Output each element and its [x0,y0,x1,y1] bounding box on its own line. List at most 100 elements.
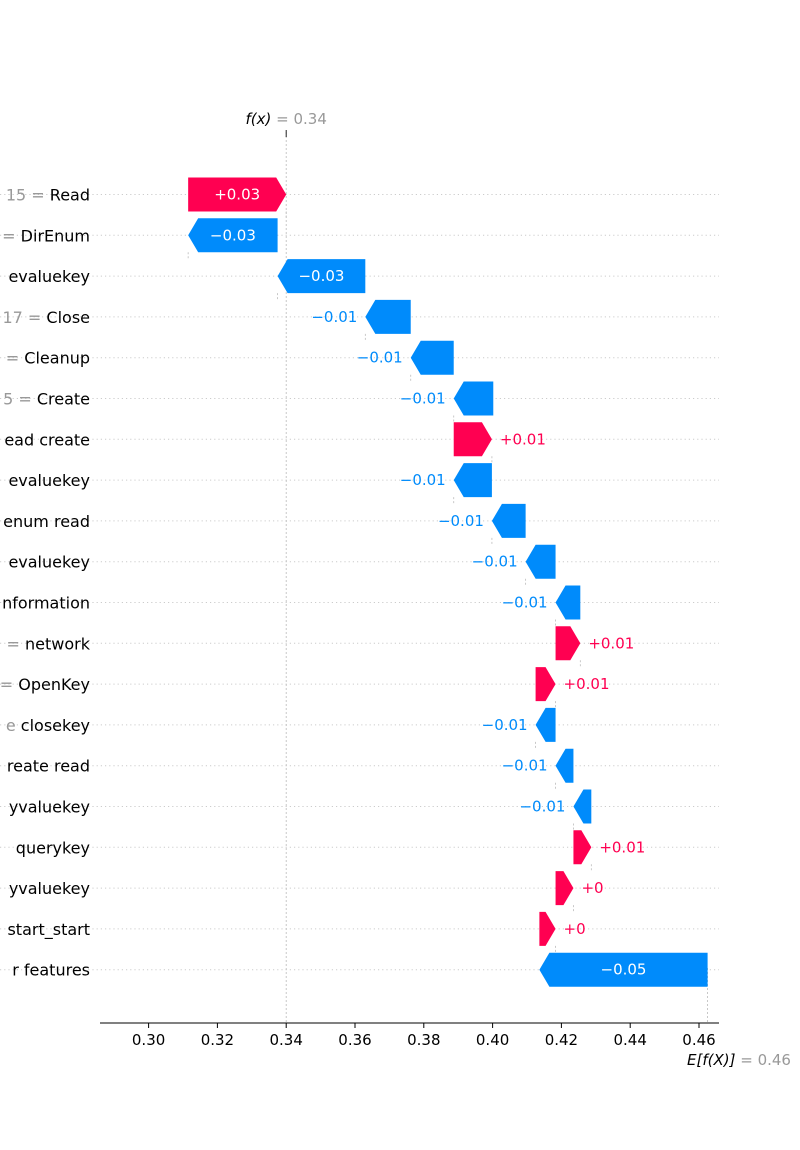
feature-label: reate read [7,757,90,776]
bar-value-label: −0.01 [438,512,484,530]
positive-bar [188,177,287,212]
bar-value-label: −0.01 [519,798,565,816]
negative-bar [573,789,592,824]
feature-name: yvaluekey [9,798,90,817]
feature-label: yvaluekey [9,879,90,898]
feature-value-prefix: 5 = [3,390,32,409]
feature-name: reate read [7,757,90,776]
negative-bar [410,340,454,375]
positive-bar [555,871,574,906]
feature-name: start_start [7,920,90,940]
feature-name: yvaluekey [9,879,90,898]
feature-label: 15 = Read [6,186,90,205]
feature-name: r features [12,961,90,980]
negative-bar [453,381,494,416]
feature-name: Read [50,186,90,205]
feature-name: enum read [3,512,90,531]
bar-value-label: +0 [581,879,603,897]
negative-bar [365,299,411,334]
feature-name: Create [37,390,90,409]
x-tick-label: 0.44 [613,1031,646,1049]
feature-label: 5 = Create [3,390,90,409]
bar-value-label: −0.05 [601,961,647,979]
feature-label: querykey [16,838,90,857]
feature-name: Cleanup [24,349,90,368]
positive-bar [539,911,556,946]
feature-name: querykey [16,838,90,857]
feature-name: nformation [2,594,90,613]
feature-label: nformation [2,594,90,613]
feature-value-prefix: e [6,716,16,735]
feature-value-prefix: = [7,634,20,653]
negative-bar [535,707,556,742]
negative-bar [277,259,366,294]
feature-name: DirEnum [21,226,90,245]
fx-annotation: f(x) = 0.34 [245,110,326,128]
negative-bar [525,544,556,579]
bar-value-label: −0.03 [298,267,344,285]
feature-label: 17 = Close [2,308,90,327]
feature-name: OpenKey [18,675,90,694]
bar-value-label: +0.01 [599,838,645,856]
feature-value-prefix: = [0,675,13,694]
bar-value-label: −0.01 [482,716,528,734]
feature-label: start_start [7,920,90,940]
expected-value: = 0.46 [740,1051,791,1069]
bar-value-label: +0.01 [588,634,634,652]
bar-value-label: +0.01 [500,430,546,448]
negative-bar [188,218,278,253]
fx-symbol: f(x) [245,110,271,128]
feature-value-prefix: 17 = [2,308,41,327]
positive-bar [555,626,581,661]
bar-value-label: −0.01 [400,390,446,408]
x-tick-label: 0.32 [201,1031,234,1049]
expected-symbol: E[f(X)] [687,1051,736,1069]
negative-bar [555,585,581,620]
x-tick-label: 0.36 [338,1031,371,1049]
x-tick-label: 0.34 [269,1031,302,1049]
feature-label: enum read [3,512,90,531]
bar-value-label: +0 [564,920,586,938]
feature-label: r features [12,961,90,980]
feature-label: = DirEnum [2,226,90,245]
bar-value-label: −0.01 [502,757,548,775]
feature-label: ead create [4,430,90,449]
x-tick-label: 0.38 [407,1031,440,1049]
feature-name: evaluekey [8,267,90,286]
x-tick-label: 0.46 [682,1031,715,1049]
feature-value-prefix: = [2,226,15,245]
negative-bar [539,952,708,987]
feature-value-prefix: 15 = [6,186,45,205]
feature-name: closekey [21,716,90,735]
negative-bar [453,463,492,498]
bar-value-label: −0.01 [502,594,548,612]
bar-value-label: −0.01 [311,308,357,326]
negative-bar [491,503,526,538]
fx-value: = 0.34 [276,110,327,128]
feature-label: = network [7,634,91,653]
feature-name: network [25,634,91,653]
bar-value-label: +0.01 [564,675,610,693]
bar-value-label: −0.01 [357,349,403,367]
feature-label: evaluekey [8,553,90,572]
feature-name: Close [46,308,90,327]
positive-bar [573,830,592,865]
bar-value-label: −0.01 [472,553,518,571]
feature-name: evaluekey [8,471,90,490]
feature-label: yvaluekey [9,798,90,817]
feature-label: = Cleanup [6,349,90,368]
bar-value-label: −0.03 [210,226,256,244]
feature-label: evaluekey [8,471,90,490]
x-tick-label: 0.42 [545,1031,578,1049]
feature-name: ead create [4,430,90,449]
bar-value-label: +0.03 [214,186,260,204]
feature-value-prefix: = [6,349,19,368]
feature-label: evaluekey [8,267,90,286]
expected-annotation: E[f(X)] = 0.46 [687,1051,791,1069]
feature-label: = OpenKey [0,675,90,694]
feature-label: e closekey [6,716,90,735]
negative-bar [555,748,574,783]
positive-bar [535,667,556,702]
